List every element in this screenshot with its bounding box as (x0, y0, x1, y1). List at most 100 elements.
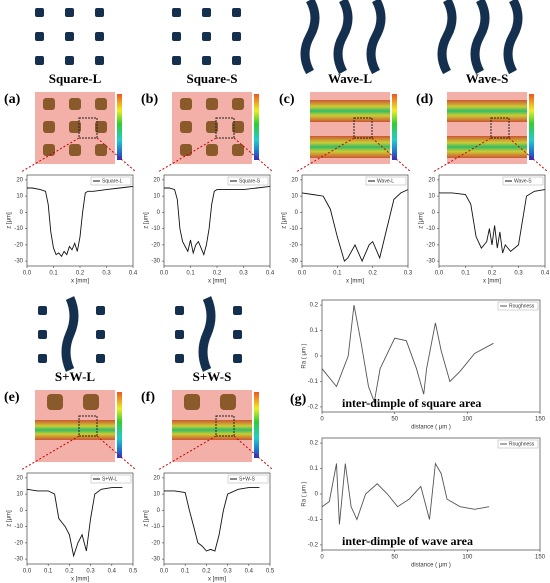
dimple (96, 330, 105, 339)
y-tick-label: 20 (428, 177, 435, 183)
dimple (233, 354, 242, 363)
zoom-line (157, 435, 217, 471)
zoom-line (157, 137, 217, 173)
panel-label: (d) (416, 92, 433, 107)
panel-title: Wave-L (328, 71, 372, 86)
dimple (232, 8, 241, 17)
zoom-line (96, 137, 137, 173)
x-tick-label: 150 (535, 417, 546, 423)
colorbar (254, 94, 259, 160)
dimple (175, 354, 184, 363)
colorbar (529, 94, 534, 160)
dimple (175, 330, 184, 339)
y-tick-label: 10 (16, 194, 23, 200)
dimple (38, 306, 47, 315)
surface-dimple (95, 144, 107, 156)
x-tick-label: 0.2 (65, 569, 74, 575)
legend-label: Wave-S (514, 178, 532, 184)
surface-wave (172, 420, 252, 440)
y-tick-label: -0.2 (308, 404, 319, 410)
y-axis-label: z [μm] (144, 212, 150, 229)
surface-dimple (220, 394, 236, 410)
zoom-line (233, 435, 274, 471)
wave-groove (437, 0, 457, 75)
x-axis-label: x [mm] (208, 577, 226, 583)
y-tick-label: -20 (151, 242, 160, 248)
dimple (35, 56, 44, 65)
x-tick-label: 0.2 (202, 569, 211, 575)
legend-label: Square-L (102, 178, 123, 184)
dimple (232, 56, 241, 65)
y-tick-label: -30 (151, 259, 160, 265)
y-tick-label: 0 (20, 508, 24, 514)
x-tick-label: 0.4 (108, 569, 117, 575)
y-tick-label: -0.1 (308, 517, 319, 523)
legend-box (497, 439, 539, 449)
legend-label: Wave-L (377, 178, 394, 184)
y-axis-label: z [μm] (144, 510, 150, 527)
x-tick-label: 0.1 (44, 569, 53, 575)
zoom-line (20, 435, 80, 471)
surface-dimple (206, 144, 218, 156)
y-tick-label: 0.2 (310, 441, 319, 447)
legend-box (497, 301, 539, 311)
zoom-line (371, 137, 412, 173)
surface-wave (310, 136, 390, 158)
y-tick-label: 0 (295, 210, 299, 216)
dimple (96, 354, 105, 363)
x-tick-label: 0.2 (368, 271, 377, 277)
y-tick-label: 0.2 (310, 303, 319, 309)
dimple (35, 32, 44, 41)
y-tick-label: -10 (151, 226, 160, 232)
x-axis-label: x [mm] (346, 279, 364, 285)
surface-dimple (180, 121, 192, 133)
x-tick-label: 0.1 (181, 569, 190, 575)
dimple (95, 56, 104, 65)
surface-wave (447, 136, 527, 158)
line-series (26, 487, 123, 558)
y-tick-label: -10 (426, 226, 435, 232)
legend-label: S+W-S (239, 476, 256, 482)
x-tick-label: 0.5 (129, 569, 138, 575)
surface-dimple (69, 98, 81, 110)
y-axis-label: Ra ( μm ) (302, 481, 308, 506)
legend-box (227, 176, 269, 186)
x-tick-label: 0.2 (76, 271, 85, 277)
line-series (321, 305, 494, 404)
x-tick-label: 0.3 (404, 271, 413, 277)
y-axis-label: z [μm] (7, 510, 13, 527)
zoom-box (78, 117, 98, 139)
x-tick-label: 0 (320, 417, 324, 423)
y-tick-label: -30 (14, 259, 23, 265)
zoom-line (96, 435, 137, 471)
x-tick-label: 0.4 (541, 271, 550, 277)
dimple (175, 306, 184, 315)
x-tick-label: 0.0 (23, 569, 32, 575)
y-axis-label: z [μm] (7, 212, 13, 229)
surface-wave (310, 100, 390, 122)
dimple (95, 32, 104, 41)
x-tick-label: 0.2 (488, 271, 497, 277)
legend-box (502, 176, 544, 186)
x-tick-label: 0.4 (266, 271, 275, 277)
x-tick-label: 150 (535, 555, 546, 561)
x-tick-label: 0.0 (160, 271, 169, 277)
y-tick-label: 0 (157, 210, 161, 216)
y-tick-label: -30 (289, 259, 298, 265)
y-tick-label: -20 (289, 242, 298, 248)
dimple (232, 32, 241, 41)
y-tick-label: -0.2 (308, 542, 319, 548)
colorbar (117, 392, 122, 458)
y-tick-label: 0.1 (310, 328, 319, 334)
x-tick-label: 0.2 (213, 271, 222, 277)
x-tick-label: 0.1 (461, 271, 470, 277)
surface-dimple (232, 144, 244, 156)
x-tick-label: 50 (391, 555, 398, 561)
surface-dimple (184, 394, 200, 410)
legend-label: Square-S (239, 178, 261, 184)
plot-frame (438, 174, 546, 267)
wave-groove (300, 0, 320, 75)
x-tick-label: 0.0 (298, 271, 307, 277)
zoom-box (78, 415, 98, 437)
x-tick-label: 0.3 (86, 569, 95, 575)
